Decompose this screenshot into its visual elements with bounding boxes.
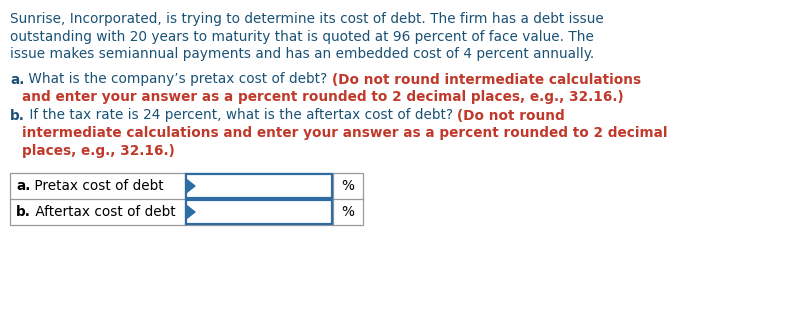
Text: If the tax rate is 24 percent, what is the aftertax cost of debt?: If the tax rate is 24 percent, what is t… xyxy=(25,109,457,123)
Text: and enter your answer as a percent rounded to 2 decimal places, e.g., 32.16.): and enter your answer as a percent round… xyxy=(22,90,623,104)
Text: %: % xyxy=(342,179,354,193)
Text: a.: a. xyxy=(16,179,31,193)
Text: places, e.g., 32.16.): places, e.g., 32.16.) xyxy=(22,144,175,158)
Text: %: % xyxy=(342,205,354,219)
Text: b.: b. xyxy=(16,205,31,219)
Text: What is the company’s pretax cost of debt?: What is the company’s pretax cost of deb… xyxy=(24,73,332,87)
Polygon shape xyxy=(186,205,195,219)
Text: Sunrise, Incorporated, is trying to determine its cost of debt. The firm has a d: Sunrise, Incorporated, is trying to dete… xyxy=(10,12,604,26)
Text: intermediate calculations and enter your answer as a percent rounded to 2 decima: intermediate calculations and enter your… xyxy=(22,126,667,140)
Text: Aftertax cost of debt: Aftertax cost of debt xyxy=(31,205,176,219)
Text: a.: a. xyxy=(10,73,24,87)
Polygon shape xyxy=(186,179,195,193)
Bar xyxy=(186,200,332,224)
Text: issue makes semiannual payments and has an embedded cost of 4 percent annually.: issue makes semiannual payments and has … xyxy=(10,47,594,61)
Bar xyxy=(10,173,363,225)
Text: (Do not round intermediate calculations: (Do not round intermediate calculations xyxy=(332,73,641,87)
Text: b.: b. xyxy=(10,109,25,123)
Text: outstanding with 20 years to maturity that is quoted at 96 percent of face value: outstanding with 20 years to maturity th… xyxy=(10,29,594,43)
Bar xyxy=(186,174,332,198)
Text: (Do not round: (Do not round xyxy=(457,109,565,123)
Text: Pretax cost of debt: Pretax cost of debt xyxy=(31,179,164,193)
